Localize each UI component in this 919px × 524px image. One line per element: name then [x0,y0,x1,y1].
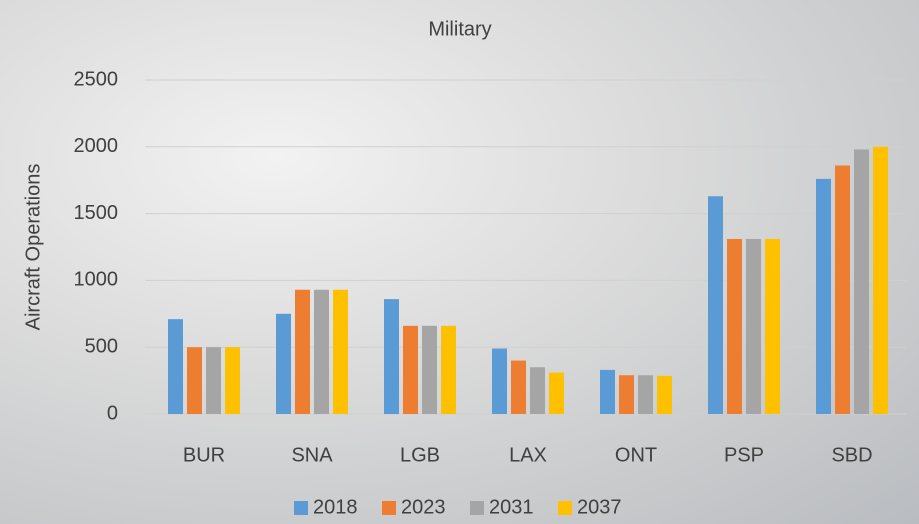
legend-label: 2031 [489,496,534,518]
legend-swatch [558,501,572,515]
bar [619,375,634,414]
bar [765,239,780,414]
bar [168,319,183,414]
bar [638,375,653,414]
y-tick-label: 1000 [74,269,119,291]
bar [727,239,742,414]
bar [276,314,291,414]
bar [835,166,850,414]
x-tick-label: ONT [615,444,657,466]
bar [403,326,418,414]
bar [441,326,456,414]
legend-label: 2037 [577,496,622,518]
bar [511,361,526,414]
bar [422,326,437,414]
bar [657,376,672,414]
legend-label: 2018 [313,496,358,518]
legend-swatch [294,501,308,515]
legend-label: 2023 [401,496,446,518]
bar [225,347,240,414]
bar [708,196,723,414]
bar [816,179,831,414]
x-tick-label: LGB [400,444,440,466]
x-tick-label: SBD [831,444,872,466]
bar [549,373,564,414]
bar [384,299,399,414]
chart: Military Aircraft Operations 0 500 1000 150… [0,0,919,524]
bar [187,347,202,414]
bar [873,147,888,414]
y-tick-label: 0 [107,402,118,424]
chart-background: Military Aircraft Operations 0 500 1000 150… [0,0,919,524]
y-tick-label: 2500 [74,68,119,90]
bar [530,367,545,414]
bar [333,290,348,414]
bar [295,290,310,414]
x-tick-label: BUR [183,444,225,466]
bar [854,149,869,414]
x-tick-label: SNA [291,444,333,466]
chart-title: Military [428,18,491,40]
y-tick-label: 1500 [74,202,119,224]
y-tick-label: 2000 [74,135,119,157]
bar [746,239,761,414]
bar [314,290,329,414]
bar [600,370,615,414]
bar [206,347,221,414]
bar [492,349,507,414]
legend-swatch [470,501,484,515]
y-tick-label: 500 [85,335,118,357]
y-axis-label: Aircraft Operations [22,164,44,331]
x-tick-label: PSP [724,444,764,466]
x-tick-label: LAX [509,444,547,466]
legend-swatch [382,501,396,515]
